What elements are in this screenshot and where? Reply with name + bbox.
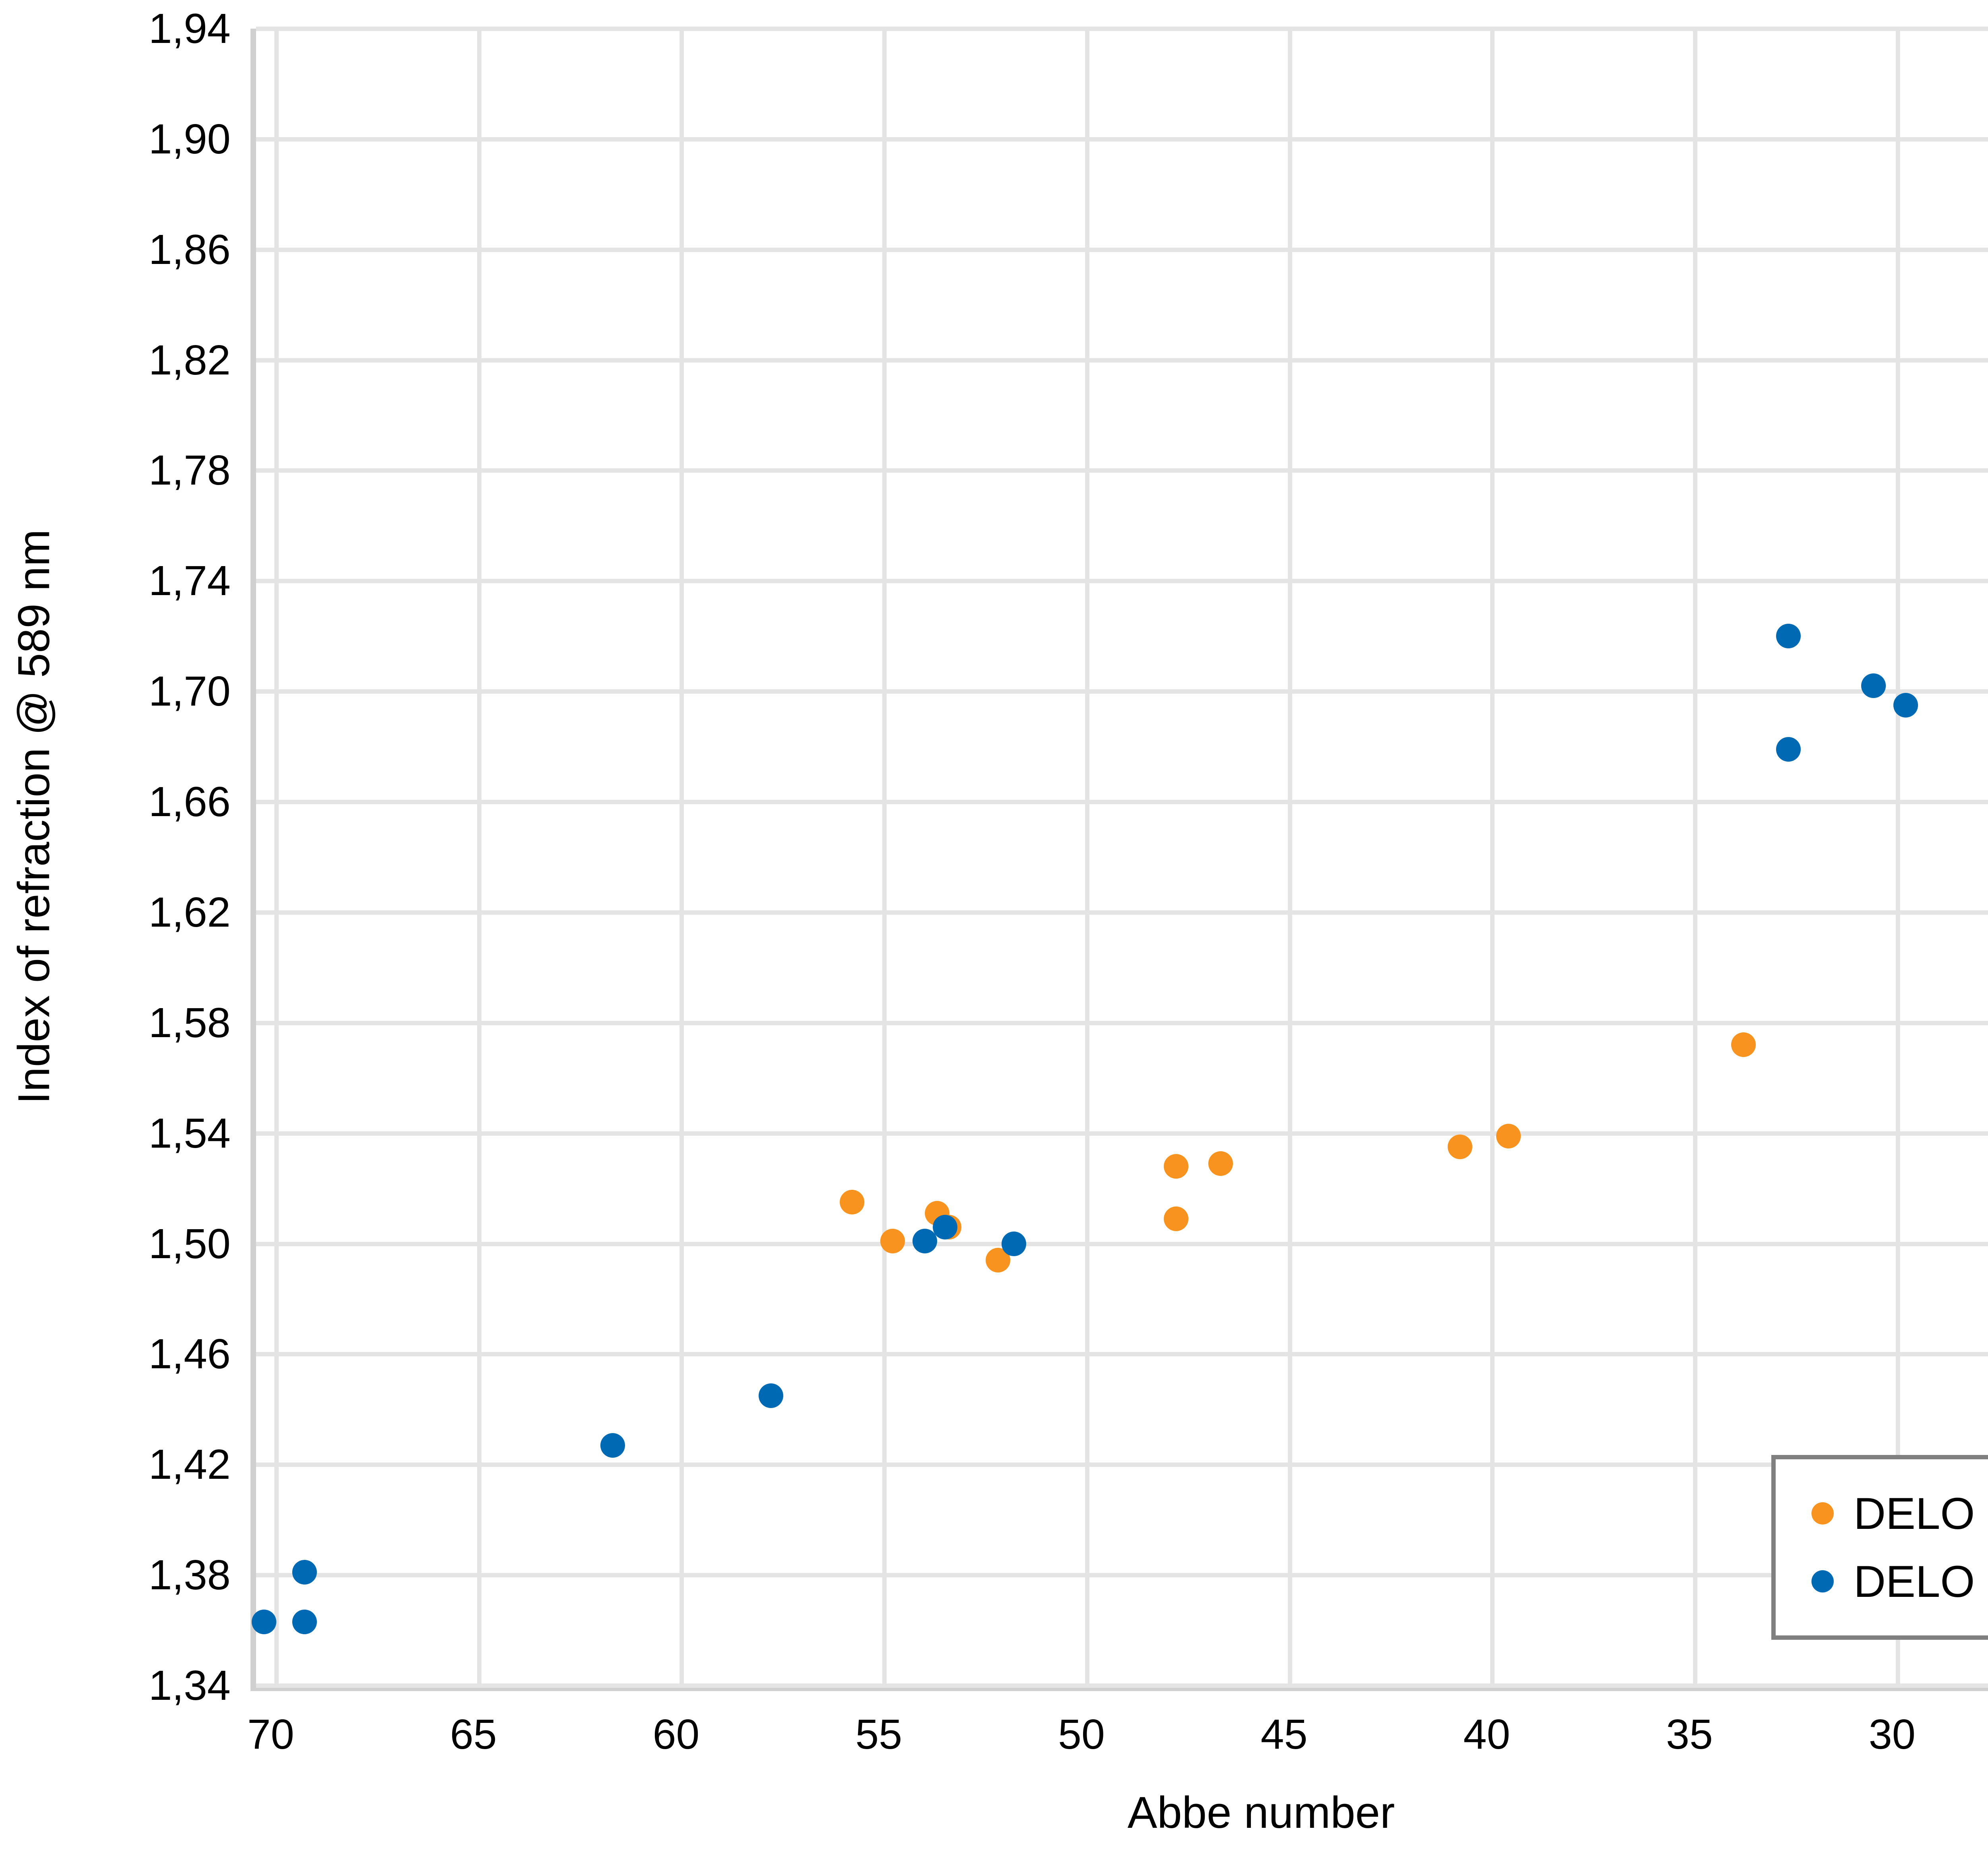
x-axis-tick-label: 65	[450, 1711, 497, 1758]
data-point[interactable]	[880, 1228, 905, 1253]
gridline-horizontal	[256, 1573, 1988, 1578]
gridline-vertical	[1085, 29, 1089, 1685]
data-point[interactable]	[1447, 1135, 1472, 1160]
y-axis-tick-label: 1,50	[148, 1220, 231, 1267]
y-axis-tick-label: 1,54	[148, 1109, 231, 1157]
data-point[interactable]	[933, 1214, 958, 1239]
gridline-vertical	[1287, 29, 1292, 1685]
gridline-horizontal	[256, 27, 1988, 31]
gridline-horizontal	[256, 1020, 1988, 1025]
x-axis-tick-label: 70	[247, 1711, 294, 1758]
x-axis-tick-label: 45	[1260, 1711, 1308, 1758]
x-axis-tick-label: 60	[652, 1711, 700, 1758]
y-axis-tick-label: 1,42	[148, 1441, 231, 1488]
x-axis-tick-label: 55	[855, 1711, 903, 1758]
data-point[interactable]	[1893, 692, 1918, 718]
data-point[interactable]	[252, 1610, 277, 1635]
data-point[interactable]	[1861, 673, 1886, 698]
legend-item-photobond[interactable]: DELO PHOTOBOND	[1811, 1556, 1988, 1607]
legend-item-label: DELO PHOTOBOND	[1854, 1556, 1988, 1606]
x-axis-tick-label: 50	[1058, 1711, 1105, 1758]
gridline-horizontal	[256, 1131, 1988, 1136]
gridline-horizontal	[256, 247, 1988, 252]
chart-legend: DELO KATIOBOND DELO PHOTOBOND	[1771, 1455, 1988, 1640]
data-point[interactable]	[1002, 1231, 1027, 1256]
data-point[interactable]	[1164, 1154, 1189, 1179]
gridline-horizontal	[256, 468, 1988, 473]
y-axis-tick-label: 1,82	[148, 336, 231, 384]
y-axis-tick-label: 1,34	[148, 1662, 231, 1709]
legend-item-katiobond[interactable]: DELO KATIOBOND	[1811, 1488, 1988, 1539]
data-point[interactable]	[1208, 1151, 1233, 1176]
y-axis-tick-label: 1,90	[148, 115, 231, 163]
y-axis-tick-label: 1,70	[148, 668, 231, 715]
legend-marker-icon	[1811, 1502, 1834, 1525]
data-point[interactable]	[1776, 737, 1801, 762]
gridline-horizontal	[256, 910, 1988, 915]
y-axis-tick-label: 1,38	[148, 1552, 231, 1599]
legend-item-label: DELO KATIOBOND	[1854, 1488, 1988, 1538]
y-axis-tick-label: 1,46	[148, 1331, 231, 1378]
gridline-horizontal	[256, 800, 1988, 805]
y-axis-tick-label: 1,58	[148, 999, 231, 1046]
y-axis-tick-label: 1,94	[148, 5, 231, 52]
y-axis-tick-label: 1,66	[148, 778, 231, 826]
gridline-horizontal	[256, 1684, 1988, 1688]
gridline-vertical	[1490, 29, 1495, 1685]
y-axis-title: Index of refraction @ 589 nm	[9, 529, 59, 1104]
y-axis-tick-label: 1,62	[148, 888, 231, 936]
gridline-horizontal	[256, 358, 1988, 363]
gridline-horizontal	[256, 137, 1988, 142]
gridline-vertical	[882, 29, 887, 1685]
data-point[interactable]	[1776, 624, 1801, 649]
x-axis-tick-label: 40	[1463, 1711, 1510, 1758]
plot-area	[250, 27, 1988, 1691]
data-point[interactable]	[1496, 1123, 1521, 1148]
gridline-vertical	[274, 29, 279, 1685]
data-point[interactable]	[292, 1610, 317, 1635]
gridline-vertical	[679, 29, 684, 1685]
x-axis-tick-label: 30	[1868, 1711, 1916, 1758]
data-point[interactable]	[292, 1560, 317, 1585]
gridline-horizontal	[256, 579, 1988, 584]
legend-marker-icon	[1811, 1570, 1834, 1592]
y-axis-tick-label: 1,78	[148, 447, 231, 494]
data-point[interactable]	[839, 1190, 864, 1215]
gridline-horizontal	[256, 1241, 1988, 1246]
gridline-vertical	[477, 29, 481, 1685]
gridline-horizontal	[256, 1352, 1988, 1357]
data-point[interactable]	[758, 1383, 783, 1408]
data-point[interactable]	[1731, 1032, 1756, 1057]
data-point[interactable]	[1164, 1206, 1189, 1231]
data-point[interactable]	[600, 1433, 625, 1458]
x-axis-title: Abbe number	[1127, 1788, 1395, 1837]
y-axis-tick-label: 1,86	[148, 226, 231, 273]
gridline-horizontal	[256, 689, 1988, 694]
gridline-vertical	[1693, 29, 1698, 1685]
data-point[interactable]	[912, 1228, 938, 1253]
y-axis-tick-label: 1,74	[148, 557, 231, 605]
gridline-horizontal	[256, 1462, 1988, 1467]
x-axis-tick-label: 35	[1666, 1711, 1713, 1758]
gridline-vertical	[1895, 29, 1900, 1685]
